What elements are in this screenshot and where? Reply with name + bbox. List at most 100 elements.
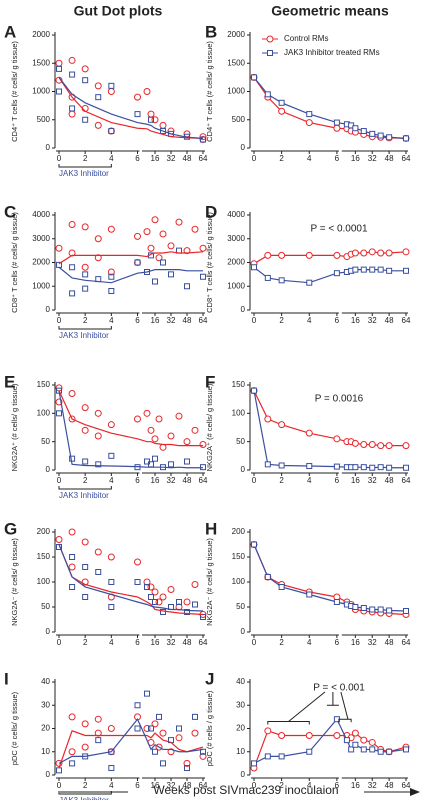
x-tick-label: 6 — [335, 638, 340, 647]
data-point — [200, 273, 206, 280]
line-marker — [306, 111, 313, 118]
y-tick-label: 1000 — [227, 281, 245, 290]
line-marker — [278, 107, 286, 115]
series-line — [58, 390, 203, 447]
bracket — [58, 486, 112, 490]
y-axis-label: pDC (# cells/ g tissue) — [10, 691, 19, 765]
x-tick-label: 6 — [335, 154, 340, 163]
data-point — [94, 715, 102, 723]
data-point — [82, 77, 89, 84]
data-point — [108, 765, 115, 772]
data-point — [160, 128, 166, 135]
y-tick-label: 40 — [41, 677, 50, 686]
arrow-head — [410, 788, 420, 796]
x-tick-label: 4 — [307, 316, 312, 325]
y-tick-label: 3000 — [32, 234, 50, 243]
x-tick-label: 16 — [351, 638, 360, 647]
x-tick-label: 32 — [167, 638, 176, 647]
x-tick-label: 32 — [167, 154, 176, 163]
data-point — [81, 65, 89, 73]
data-point — [95, 569, 102, 575]
x-tick-label: 6 — [135, 154, 140, 163]
data-point — [134, 702, 141, 709]
x-tick-label: 2 — [279, 476, 284, 485]
data-point — [151, 588, 159, 596]
data-point — [81, 538, 89, 546]
data-point — [191, 729, 199, 737]
data-point — [95, 94, 102, 101]
data-point — [168, 461, 174, 468]
x-tick-label: 64 — [402, 476, 411, 485]
line-marker — [368, 441, 376, 448]
y-axis-label: pDC (# cells / g tissue) — [205, 690, 214, 766]
x-tick-label: 48 — [385, 781, 394, 790]
x-tick-label: 32 — [368, 476, 377, 485]
line-marker — [377, 249, 385, 257]
label-background — [128, 784, 364, 798]
x-tick-label: 6 — [335, 476, 340, 485]
y-tick-label: 500 — [232, 115, 246, 124]
line-marker — [306, 591, 313, 598]
data-point — [68, 110, 76, 118]
line-marker — [369, 266, 376, 273]
line-marker — [377, 132, 384, 139]
x-tick-label: 2 — [279, 154, 284, 163]
data-point — [134, 259, 141, 266]
data-point — [184, 458, 190, 465]
y-tick-label: 50 — [41, 602, 50, 611]
x-tick-label: 0 — [252, 316, 257, 325]
data-point — [199, 441, 207, 448]
data-point — [134, 558, 141, 566]
line-marker — [264, 753, 271, 760]
line-marker — [403, 267, 409, 274]
data-point — [82, 564, 89, 570]
data-point — [143, 228, 151, 236]
line-marker — [360, 736, 368, 744]
bracket — [58, 791, 112, 795]
line-marker — [360, 249, 368, 257]
x-tick-label: 0 — [57, 638, 62, 647]
line-marker — [264, 461, 271, 468]
data-point — [81, 720, 89, 728]
data-point — [152, 278, 158, 285]
data-point — [69, 760, 76, 767]
data-point — [175, 218, 183, 226]
line-marker — [360, 746, 367, 753]
line-marker — [278, 99, 285, 106]
data-point — [148, 725, 154, 732]
x-tick-label: 16 — [351, 781, 360, 790]
series-line — [58, 77, 204, 139]
line-marker — [278, 584, 285, 590]
x-tick-label: 48 — [183, 476, 192, 485]
data-point — [183, 759, 191, 767]
line-marker — [348, 746, 355, 753]
line-marker — [377, 606, 384, 613]
data-point — [175, 734, 183, 742]
bracket — [267, 721, 310, 725]
bracket — [338, 718, 352, 723]
data-point — [144, 584, 150, 590]
data-point — [167, 748, 175, 756]
data-point — [107, 225, 115, 233]
data-point — [108, 579, 115, 585]
x-tick-label: 16 — [151, 154, 160, 163]
line-marker — [264, 251, 272, 259]
line-marker — [251, 541, 257, 548]
x-tick-label: 64 — [199, 154, 208, 163]
line-marker — [333, 119, 340, 126]
line-marker — [351, 249, 359, 257]
x-tick-label: 4 — [109, 476, 114, 485]
x-tick-label: 2 — [83, 476, 88, 485]
line-marker — [360, 266, 367, 273]
x-tick-label: 4 — [307, 154, 312, 163]
y-tick-label: 20 — [236, 724, 245, 733]
x-tick-label: 48 — [183, 781, 192, 790]
data-point — [107, 725, 115, 732]
data-point — [82, 458, 89, 465]
legend-marker — [267, 50, 273, 56]
data-point — [56, 410, 62, 417]
series-line — [58, 544, 204, 616]
line-marker — [369, 464, 376, 471]
line-marker — [251, 264, 257, 271]
